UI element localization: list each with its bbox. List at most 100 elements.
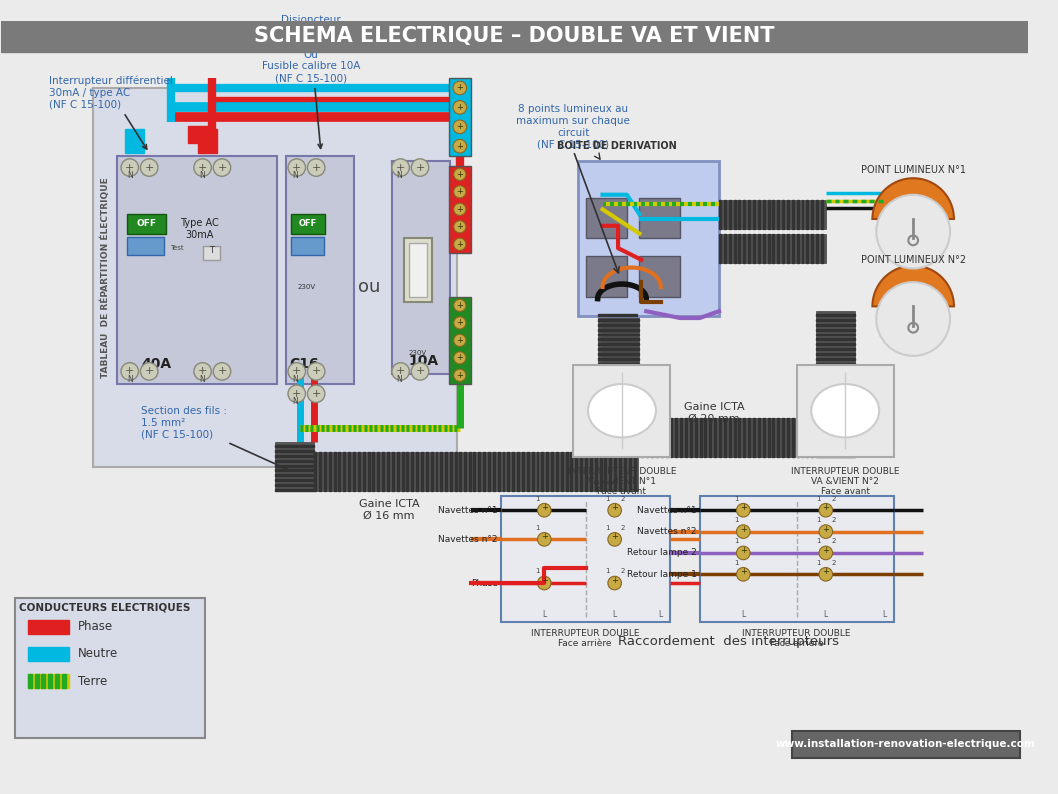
Text: 10A: 10A [408,353,438,368]
Bar [816,382,855,384]
Text: C16: C16 [290,357,320,371]
Bar [744,199,745,229]
Bar [598,358,637,360]
Bar [811,418,814,457]
Bar [202,246,220,260]
Text: +: + [456,222,463,231]
Bar [816,435,855,437]
Bar [459,452,461,491]
Text: +: + [456,240,463,249]
Text: Phase: Phase [471,579,497,588]
Bar [426,452,427,491]
Bar [542,452,544,491]
Circle shape [608,503,621,517]
Bar [291,237,324,255]
Bar [797,364,894,457]
Text: 1: 1 [734,517,738,523]
Text: TABLEAU  DE RÉPARTITION ÉLECTRIQUE: TABLEAU DE RÉPARTITION ÉLECTRIQUE [101,177,110,378]
Bar [601,391,639,394]
Text: Navettes n°2: Navettes n°2 [637,527,697,536]
Bar [637,418,816,457]
Bar [275,460,314,461]
Bar [601,435,639,437]
Text: L: L [882,610,887,619]
Bar [598,441,637,442]
Bar [598,368,637,369]
Bar [791,199,794,229]
Bar [699,495,894,622]
Bar [601,285,639,287]
Text: SCHEMA ELECTRIQUE – DOUBLE VA ET VIENT: SCHEMA ELECTRIQUE – DOUBLE VA ET VIENT [254,26,774,47]
Bar [719,199,720,229]
Bar [391,160,450,374]
Text: INTERRUPTEUR DOUBLE
Face arrière: INTERRUPTEUR DOUBLE Face arrière [531,629,639,648]
Bar [671,418,673,457]
Bar [329,452,331,491]
Bar [382,452,384,491]
Bar [601,314,639,316]
Bar [275,450,314,452]
Text: +: + [416,366,424,376]
Text: +: + [456,353,463,362]
Text: 1: 1 [734,538,738,544]
Text: Gaine ICTA
Ø 16 mm: Gaine ICTA Ø 16 mm [359,499,419,521]
Bar [767,418,769,457]
Bar [609,452,612,491]
Bar [570,452,572,491]
Bar [753,199,755,229]
Bar [802,418,803,457]
Bar [744,418,745,457]
Bar [772,418,774,457]
Bar [601,304,639,306]
Bar [619,452,621,491]
Text: +: + [311,163,321,172]
Bar [527,452,529,491]
Bar [512,452,514,491]
Bar [816,391,855,394]
Text: +: + [292,163,302,172]
Text: OFF: OFF [136,219,157,229]
Bar [797,418,799,457]
Bar [634,452,636,491]
Text: +: + [311,389,321,399]
Bar [744,233,745,263]
Text: N: N [292,172,297,180]
Text: +: + [740,546,747,555]
Circle shape [194,159,212,176]
Bar [275,489,314,491]
Text: +: + [396,366,405,376]
Bar [600,452,602,491]
Circle shape [454,334,466,346]
Text: 2: 2 [832,538,836,544]
Text: 1: 1 [535,569,540,574]
Bar [469,452,471,491]
Circle shape [194,363,212,380]
Bar [816,387,855,389]
Text: Phase: Phase [78,620,113,634]
Bar [35,674,38,688]
Bar [55,674,59,688]
Circle shape [453,120,467,133]
Bar [705,418,707,457]
Bar [601,324,639,326]
Bar [816,314,855,316]
Text: ou: ou [359,278,381,296]
Bar [431,452,433,491]
Bar [598,348,637,350]
Bar [601,310,639,311]
Text: 1: 1 [535,525,540,530]
Bar [598,329,637,330]
Bar [406,452,408,491]
Bar [699,418,701,457]
Circle shape [454,186,466,198]
Bar [598,455,637,457]
Bar [503,452,505,491]
Bar [598,421,637,423]
Text: +: + [740,567,747,576]
Circle shape [308,385,325,403]
Bar [450,166,471,253]
Bar [714,418,716,457]
Bar [598,324,637,326]
Text: 2: 2 [832,517,836,523]
Bar [125,129,144,153]
